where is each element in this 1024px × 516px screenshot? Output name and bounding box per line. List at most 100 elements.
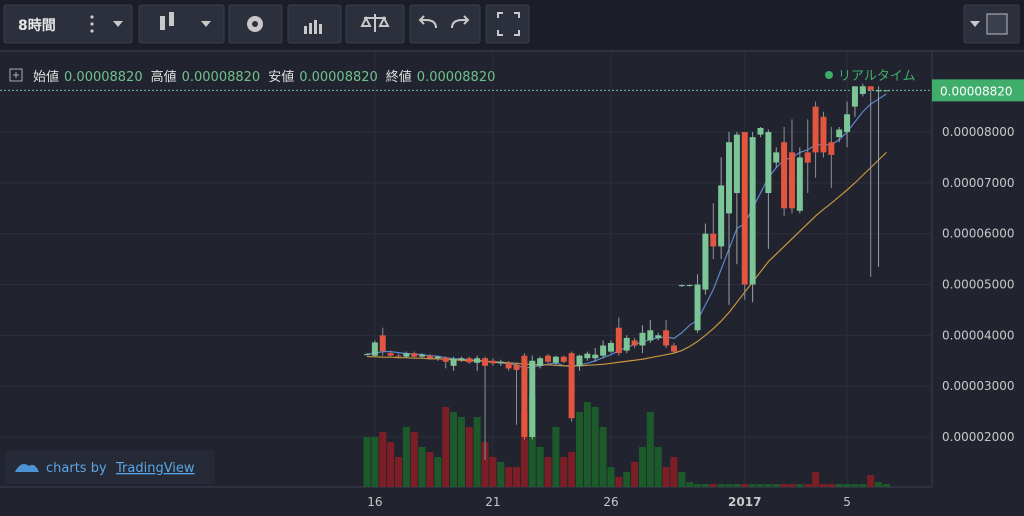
candle-body bbox=[434, 356, 441, 359]
candle-body bbox=[474, 358, 481, 363]
axes: 0.00002000 0.00003000 0.00004000 0.00005000… bbox=[0, 79, 1024, 509]
volume-bar bbox=[843, 484, 851, 487]
candle-body bbox=[371, 342, 378, 356]
volume-bar bbox=[662, 467, 670, 487]
candle-body bbox=[749, 137, 756, 285]
candle-body bbox=[529, 360, 536, 437]
volume-bar bbox=[859, 484, 867, 487]
volume-bar bbox=[772, 484, 780, 487]
volume-bar bbox=[552, 427, 560, 487]
candle-body bbox=[867, 86, 874, 90]
candle-body bbox=[387, 353, 394, 356]
candle-body bbox=[497, 361, 504, 364]
interval-label: 8時間 bbox=[18, 17, 56, 34]
candle-body bbox=[836, 129, 843, 138]
volume-bar bbox=[607, 467, 615, 487]
candle-body bbox=[364, 354, 370, 356]
candle-body bbox=[552, 356, 559, 363]
volume-bar bbox=[709, 484, 717, 487]
candle-body bbox=[505, 363, 512, 369]
volume-bar bbox=[780, 484, 788, 487]
legend-value: 0.00008820 bbox=[64, 70, 143, 85]
volume-bar bbox=[363, 437, 371, 487]
candle-body bbox=[450, 358, 457, 366]
volume-bar bbox=[615, 477, 623, 487]
legend-value: 0.00008820 bbox=[299, 70, 378, 85]
volume-bar bbox=[497, 462, 505, 487]
status-dot bbox=[825, 71, 833, 79]
volume-bar bbox=[623, 472, 631, 487]
candle-body bbox=[560, 356, 567, 362]
volume-bar bbox=[473, 417, 481, 487]
candle-body bbox=[395, 355, 402, 357]
volume-bar bbox=[426, 452, 434, 487]
candle-body bbox=[466, 358, 473, 363]
candle-body bbox=[670, 345, 677, 352]
volume-bar bbox=[599, 427, 607, 487]
volume-bar bbox=[371, 437, 379, 487]
status-label: リアルタイム bbox=[838, 69, 916, 84]
candle-body bbox=[781, 142, 788, 209]
candle-body bbox=[718, 185, 725, 247]
volume-bar bbox=[481, 442, 489, 487]
volume-bar bbox=[749, 484, 757, 487]
candle-body bbox=[702, 233, 709, 290]
candle-body bbox=[584, 353, 591, 359]
volume-bar bbox=[505, 467, 513, 487]
candle-body bbox=[686, 285, 693, 287]
volume-bar bbox=[489, 457, 497, 487]
volume-bar bbox=[694, 484, 702, 487]
volume-bar bbox=[764, 484, 772, 487]
volume-bar bbox=[670, 457, 678, 487]
watermark-box[interactable] bbox=[5, 450, 215, 484]
candle-body bbox=[726, 142, 733, 214]
chart-type-button[interactable] bbox=[138, 4, 225, 44]
candle-body bbox=[710, 233, 717, 247]
candle-body bbox=[694, 284, 701, 331]
volume-bar bbox=[418, 447, 426, 487]
candle-body bbox=[678, 285, 685, 287]
candle-body bbox=[875, 90, 882, 92]
candle-body bbox=[757, 127, 764, 135]
legend-label: 高値 bbox=[151, 69, 177, 85]
toolbar-icons bbox=[90, 12, 1008, 35]
volume-bar bbox=[819, 484, 827, 487]
divider bbox=[0, 50, 1024, 52]
candle-body bbox=[796, 157, 803, 211]
candle-body bbox=[733, 134, 740, 194]
candle-body bbox=[403, 353, 410, 357]
candle-body bbox=[545, 355, 552, 362]
candle-body bbox=[828, 142, 835, 155]
undo-redo-button[interactable] bbox=[409, 4, 481, 44]
volume-bar bbox=[788, 484, 796, 487]
candle-body bbox=[537, 358, 544, 366]
interval-button[interactable] bbox=[3, 4, 133, 44]
candle-body bbox=[442, 357, 449, 362]
volume-bar bbox=[717, 484, 725, 487]
y-tick-label: 0.00005000 bbox=[942, 278, 1015, 292]
candle-body bbox=[859, 86, 866, 94]
volume-bar bbox=[536, 447, 544, 487]
fullscreen-button[interactable] bbox=[485, 4, 530, 44]
watermark-logo bbox=[15, 464, 39, 472]
watermark-brand[interactable]: TradingView bbox=[115, 461, 195, 476]
candle-body bbox=[773, 152, 780, 163]
y-tick-label: 0.00002000 bbox=[942, 430, 1015, 444]
volume-bar bbox=[560, 457, 568, 487]
legend-toggle[interactable] bbox=[9, 68, 23, 82]
legend-toggle-icon bbox=[13, 72, 19, 78]
volume-bar bbox=[402, 427, 410, 487]
volume-bar bbox=[465, 427, 473, 487]
volume bbox=[363, 397, 890, 487]
candle-body bbox=[820, 116, 827, 153]
volume-bar bbox=[568, 452, 576, 487]
volume-bar bbox=[654, 447, 662, 487]
volume-bar bbox=[851, 484, 859, 487]
candle-body bbox=[411, 353, 418, 357]
toolbar-strokes bbox=[360, 12, 520, 36]
candle-body bbox=[851, 86, 858, 107]
candle-body bbox=[568, 353, 575, 419]
candle-body bbox=[576, 355, 583, 366]
